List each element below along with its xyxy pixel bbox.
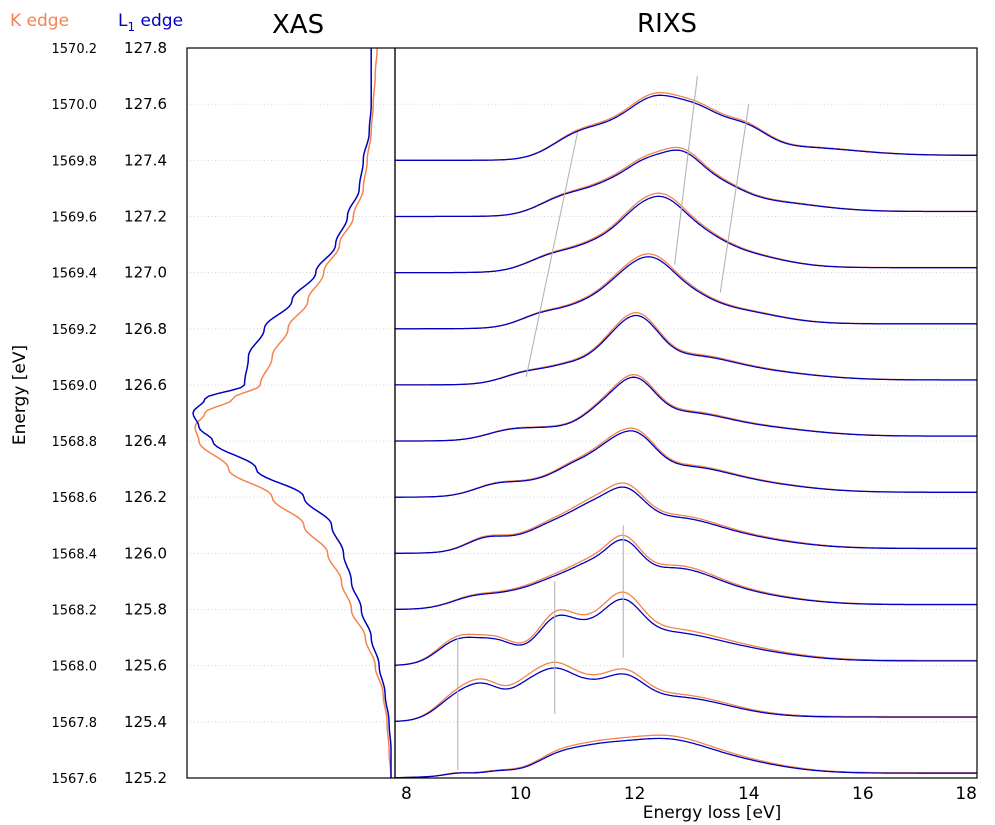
x-tick-label: 12 <box>624 784 646 804</box>
guide-lines <box>457 76 750 770</box>
rixs-spectrum-l1 <box>395 598 977 666</box>
y-tick-k: 1567.6 <box>52 772 98 787</box>
y-tick-l1: 126.0 <box>124 544 167 562</box>
y-tick-l1: 125.6 <box>124 657 167 675</box>
guide-line <box>674 76 698 265</box>
y-tick-k: 1569.6 <box>52 210 98 225</box>
y-tick-l1: 126.8 <box>124 320 167 338</box>
xas-title: XAS <box>272 10 324 40</box>
rixs-title: RIXS <box>637 9 697 39</box>
y-tick-k: 1568.6 <box>52 491 98 506</box>
legend-k-edge: K edge <box>10 11 69 31</box>
legend-l1-edge: L1 edge <box>118 11 183 34</box>
y-tick-l1: 125.8 <box>124 601 167 619</box>
x-ticks: 8 10 12 14 16 18 <box>401 784 977 804</box>
rixs-spectrum-k <box>394 591 977 666</box>
rixs-spectrum-l1 <box>395 256 977 330</box>
y-axis-label: Energy [eV] <box>10 345 30 445</box>
rixs-spectrum-k <box>395 253 977 330</box>
y-tick-l1: 125.2 <box>124 769 167 787</box>
rixs-panel <box>394 91 977 779</box>
x-tick-label: 18 <box>955 784 977 804</box>
grid <box>187 103 977 723</box>
rixs-frame <box>394 47 978 779</box>
y-tick-l1: 125.4 <box>124 713 167 731</box>
rixs-spectrum-k <box>395 661 977 722</box>
rixs-spectrum-k <box>394 534 977 611</box>
y-tick-k: 1568.8 <box>52 435 98 450</box>
rixs-spectrum-l1 <box>395 149 977 218</box>
rixs-spectrum-k <box>395 146 977 218</box>
rixs-spectrum-l1 <box>395 430 977 498</box>
y-tick-l1: 126.6 <box>124 376 167 394</box>
rixs-spectrum-l1 <box>395 486 977 554</box>
y-tick-l1: 127.0 <box>124 264 167 282</box>
y-ticks: 125.2 1567.6 125.4 1567.8 125.6 1568.0 125.8 15… <box>52 39 168 787</box>
y-tick-l1: 126.4 <box>124 432 167 450</box>
y-tick-k: 1570.2 <box>52 42 98 57</box>
rixs-spectrum-l1 <box>394 376 977 442</box>
x-tick-label: 8 <box>401 784 412 804</box>
xas-k-edge-line <box>194 48 392 778</box>
x-axis-label: Energy loss [eV] <box>643 803 782 823</box>
rixs-spectrum-l1 <box>395 539 977 611</box>
y-tick-k: 1569.4 <box>52 267 98 282</box>
y-tick-l1: 127.4 <box>124 151 167 169</box>
y-tick-k: 1569.8 <box>52 154 98 169</box>
y-tick-k: 1567.8 <box>52 716 98 731</box>
x-tick-label: 10 <box>510 784 532 804</box>
y-tick-k: 1568.4 <box>52 547 98 562</box>
rixs-spectrum-l1 <box>395 314 977 386</box>
y-tick-l1: 127.8 <box>124 39 167 57</box>
y-tick-k: 1569.2 <box>52 323 98 338</box>
y-tick-l1: 127.2 <box>124 207 167 225</box>
guide-line <box>525 132 579 378</box>
xas-panel <box>192 48 392 778</box>
guide-line <box>719 104 750 293</box>
y-tick-l1: 126.2 <box>124 488 167 506</box>
y-tick-k: 1569.0 <box>52 379 98 394</box>
y-tick-k: 1568.0 <box>52 660 98 675</box>
rixs-spectrum-k <box>394 373 977 442</box>
rixs-spectrum-k <box>395 192 977 274</box>
y-tick-l1: 127.6 <box>124 95 167 113</box>
rixs-spectrum-l1 <box>395 94 977 161</box>
x-tick-label: 16 <box>852 784 874 804</box>
xas-l1-edge-line <box>192 48 392 778</box>
y-tick-k: 1570.0 <box>52 98 98 113</box>
x-tick-label: 14 <box>738 784 760 804</box>
rixs-spectrum-l1 <box>394 667 977 723</box>
y-tick-k: 1568.2 <box>52 604 98 619</box>
rixs-spectrum-l1 <box>395 195 977 274</box>
rixs-spectrum-l1 <box>395 737 977 779</box>
